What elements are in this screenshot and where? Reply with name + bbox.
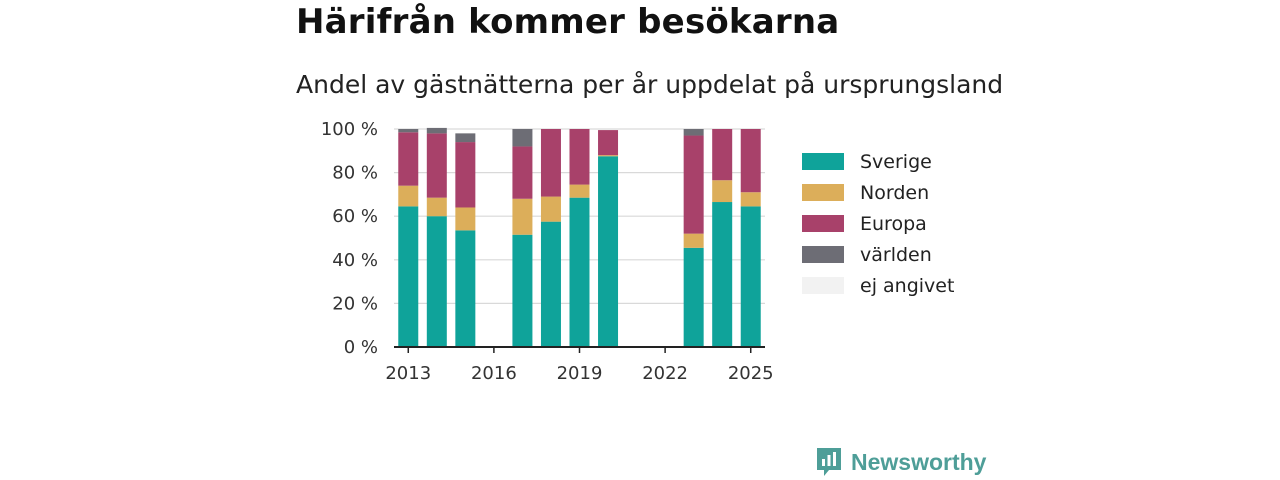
bar-segment-norden <box>712 180 733 203</box>
legend-swatch <box>802 153 844 170</box>
bar-segment-europa <box>455 142 476 208</box>
bar-segment-norden <box>740 192 761 207</box>
bar-segment-europa <box>712 129 733 181</box>
bar-segment-v-rlden <box>426 127 447 134</box>
bar-segment-europa <box>569 129 590 185</box>
chart-subtitle: Andel av gästnätterna per år uppdelat på… <box>296 70 1004 99</box>
legend-item: Europa <box>802 208 954 239</box>
legend-label: världen <box>860 243 932 266</box>
bar-segment-norden <box>598 155 619 157</box>
bar-segment-sverige <box>740 206 761 347</box>
y-tick-label: 20 % <box>332 293 378 314</box>
bar-segment-europa <box>398 132 419 186</box>
bar-segment-europa <box>683 135 704 234</box>
y-tick-label: 100 % <box>321 119 378 140</box>
bar-segment-sverige <box>712 202 733 347</box>
y-tick-label: 60 % <box>332 206 378 227</box>
legend-item: Sverige <box>802 146 954 177</box>
bar-segment-norden <box>398 185 419 207</box>
legend-label: Sverige <box>860 150 932 173</box>
bar-segment-v-rlden <box>512 129 533 147</box>
bar-segment-sverige <box>683 247 704 347</box>
bar-segment-sverige <box>398 206 419 347</box>
bar-segment-europa <box>512 146 533 199</box>
bar-segment-norden <box>512 198 533 235</box>
legend-swatch <box>802 246 844 263</box>
bar-segment-sverige <box>540 221 561 347</box>
bar-segment-sverige <box>455 230 476 347</box>
bar-segment-europa <box>598 130 619 156</box>
legend-swatch <box>802 215 844 232</box>
bar-segment-norden <box>569 184 590 198</box>
y-tick-label: 80 % <box>332 163 378 184</box>
legend-item: världen <box>802 239 954 270</box>
bar-segment-europa <box>426 133 447 198</box>
bar-segment-sverige <box>426 216 447 347</box>
x-tick-label: 2013 <box>385 363 431 384</box>
bar-segment-norden <box>540 196 561 222</box>
bar-segment-v-rlden <box>398 129 419 133</box>
x-tick-label: 2019 <box>557 363 603 384</box>
legend-label: ej angivet <box>860 274 955 297</box>
chart-legend: Sverige Norden Europa världen ej angivet <box>802 146 954 301</box>
legend-swatch <box>802 184 844 201</box>
bar-segment-sverige <box>512 234 533 347</box>
bar-segment-norden <box>426 197 447 217</box>
bar-segment-sverige <box>569 197 590 347</box>
bar-segment-norden <box>683 233 704 248</box>
x-tick-label: 2022 <box>642 363 688 384</box>
bar-segment-norden <box>455 207 476 231</box>
bar-segment-europa <box>540 129 561 197</box>
chart-title: Härifrån kommer besökarna <box>296 2 840 42</box>
brand-logo: Newsworthy <box>815 446 986 478</box>
bar-segment-v-rlden <box>683 129 704 136</box>
x-tick-label: 2025 <box>728 363 774 384</box>
legend-label: Norden <box>860 181 930 204</box>
bar-segment-europa <box>740 129 761 193</box>
bar-segment-sverige <box>598 156 619 347</box>
y-tick-label: 40 % <box>332 250 378 271</box>
newsworthy-logo-icon <box>817 448 841 476</box>
x-tick-label: 2016 <box>471 363 517 384</box>
bar-segment-v-rlden <box>455 133 476 143</box>
legend-item: ej angivet <box>802 270 954 301</box>
legend-swatch <box>802 277 844 294</box>
legend-item: Norden <box>802 177 954 208</box>
y-tick-label: 0 % <box>344 337 378 358</box>
brand-name: Newsworthy <box>851 448 987 475</box>
legend-label: Europa <box>860 212 927 235</box>
